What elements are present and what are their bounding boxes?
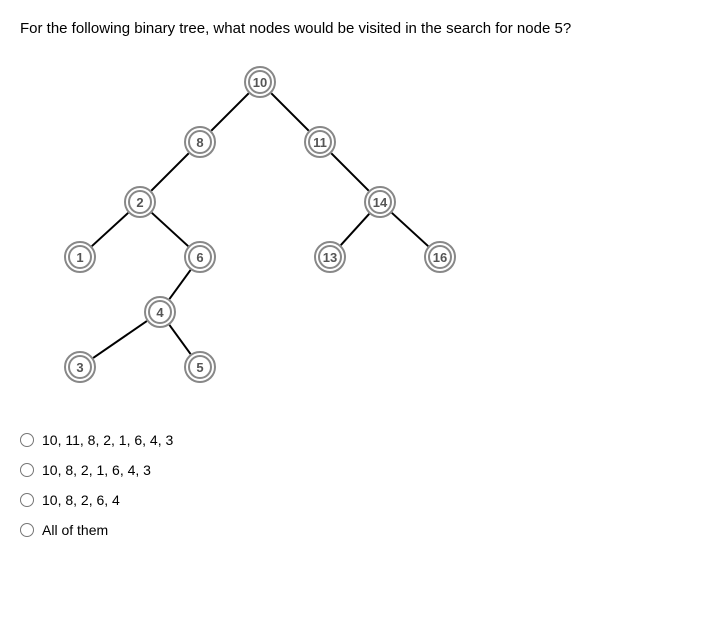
tree-node-label: 8	[188, 130, 212, 154]
tree-node: 6	[184, 241, 216, 273]
tree-node-label: 1	[68, 245, 92, 269]
tree-node-label: 11	[308, 130, 332, 154]
answer-radio[interactable]	[20, 433, 34, 447]
tree-edges-svg	[20, 62, 500, 392]
answer-label[interactable]: All of them	[42, 522, 108, 538]
tree-node: 14	[364, 186, 396, 218]
question-text: For the following binary tree, what node…	[20, 20, 698, 37]
tree-node: 5	[184, 351, 216, 383]
tree-edge	[169, 325, 190, 354]
answer-option: 10, 8, 2, 6, 4	[20, 492, 698, 508]
answer-options: 10, 11, 8, 2, 1, 6, 4, 3 10, 8, 2, 1, 6, …	[20, 432, 698, 538]
answer-radio[interactable]	[20, 493, 34, 507]
tree-node: 8	[184, 126, 216, 158]
tree-node-label: 16	[428, 245, 452, 269]
tree-node: 11	[304, 126, 336, 158]
answer-radio[interactable]	[20, 523, 34, 537]
tree-node-label: 14	[368, 190, 392, 214]
tree-edge	[151, 153, 188, 190]
tree-node-label: 6	[188, 245, 212, 269]
tree-node-label: 13	[318, 245, 342, 269]
tree-edge	[211, 93, 248, 130]
answer-option: 10, 8, 2, 1, 6, 4, 3	[20, 462, 698, 478]
tree-node-label: 4	[148, 300, 172, 324]
tree-edge	[392, 213, 428, 246]
answer-label[interactable]: 10, 8, 2, 1, 6, 4, 3	[42, 462, 151, 478]
tree-node: 4	[144, 296, 176, 328]
tree-node: 16	[424, 241, 456, 273]
tree-node-label: 5	[188, 355, 212, 379]
tree-edge	[341, 214, 369, 245]
tree-node-label: 3	[68, 355, 92, 379]
tree-node: 10	[244, 66, 276, 98]
answer-radio[interactable]	[20, 463, 34, 477]
tree-edge	[92, 213, 128, 246]
tree-node-label: 10	[248, 70, 272, 94]
tree-edge	[93, 321, 147, 358]
answer-label[interactable]: 10, 11, 8, 2, 1, 6, 4, 3	[42, 432, 173, 448]
tree-node: 2	[124, 186, 156, 218]
tree-node: 3	[64, 351, 96, 383]
answer-label[interactable]: 10, 8, 2, 6, 4	[42, 492, 120, 508]
tree-node-label: 2	[128, 190, 152, 214]
answer-option: All of them	[20, 522, 698, 538]
tree-edge	[152, 213, 188, 246]
binary-tree-diagram: 10811214161316435	[20, 62, 500, 392]
answer-option: 10, 11, 8, 2, 1, 6, 4, 3	[20, 432, 698, 448]
tree-edge	[271, 93, 308, 130]
tree-edge	[331, 153, 368, 190]
tree-node: 13	[314, 241, 346, 273]
tree-edge	[169, 270, 190, 299]
tree-node: 1	[64, 241, 96, 273]
